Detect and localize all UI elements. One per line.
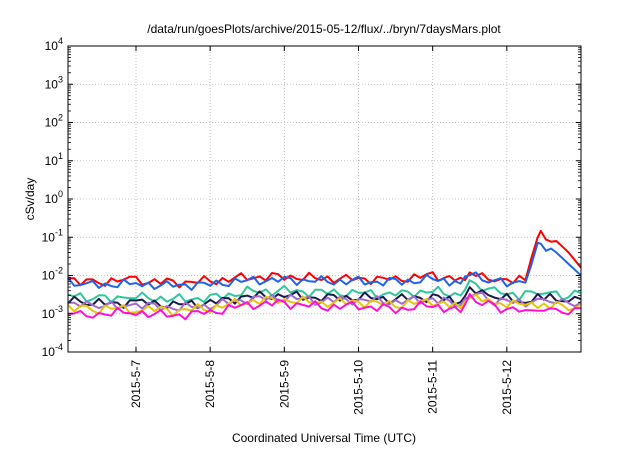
x-tick-label: 2015-5-9 [277, 360, 291, 408]
y-tick-label: 10-3 [42, 304, 63, 321]
y-tick-label: 10-4 [42, 342, 63, 359]
y-tick-label: 100 [45, 189, 63, 206]
y-axis-label: cSv/day [23, 178, 37, 221]
chart-title: /data/run/goesPlots/archive/2015-05-12/f… [147, 22, 501, 36]
series-layer [67, 229, 582, 321]
x-tick-label: 2015-5-11 [426, 360, 440, 414]
x-tick-label: 2015-5-12 [500, 360, 514, 415]
x-tick-label: 2015-5-7 [129, 360, 143, 408]
y-tick-label: 104 [45, 36, 63, 53]
y-tick-label: 103 [45, 74, 63, 91]
y-tick-label: 10-2 [42, 266, 63, 283]
x-tick-label: 2015-5-8 [203, 360, 217, 408]
tick-layer: 10-4 10-3 10-2 10-1 100 101 102 103 104 2015-5-7 2… [42, 36, 581, 415]
series-line [67, 286, 582, 310]
y-tick-label: 102 [45, 113, 63, 130]
x-axis-label: Coordinated Universal Time (UTC) [232, 431, 416, 445]
y-tick-label: 101 [45, 151, 63, 168]
x-tick-label: 2015-5-10 [351, 360, 365, 415]
series-line [67, 241, 582, 291]
y-tick-label: 10-1 [42, 227, 63, 244]
series-line [67, 293, 582, 321]
